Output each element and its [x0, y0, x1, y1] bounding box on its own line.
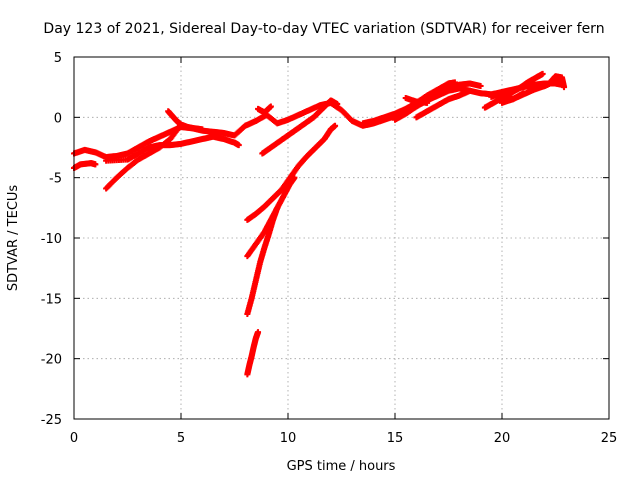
- data-series: [103, 121, 184, 192]
- y-tick-label: 5: [54, 51, 62, 66]
- data-point: [334, 101, 341, 108]
- data-point: [199, 126, 206, 133]
- data-series: [71, 160, 99, 172]
- y-tick-label: -20: [41, 353, 62, 368]
- data-series: [71, 80, 565, 161]
- data-point: [477, 82, 484, 89]
- data-point: [235, 142, 242, 149]
- data-series: [259, 97, 341, 157]
- data-point: [274, 204, 281, 211]
- data-series: [481, 70, 546, 111]
- x-axis-label: GPS time / hours: [287, 459, 396, 474]
- data-point: [561, 84, 568, 91]
- data-point: [466, 87, 473, 94]
- data-series: [244, 204, 281, 318]
- data-point: [332, 122, 339, 129]
- data-series: [359, 79, 458, 127]
- y-tick-label: 0: [54, 111, 62, 126]
- data-series: [244, 329, 262, 378]
- data-series: [165, 108, 206, 133]
- grid: [74, 57, 609, 419]
- data-point: [424, 99, 431, 106]
- data-points: [71, 70, 568, 378]
- y-tick-label: -15: [41, 292, 62, 307]
- x-tick-label: 5: [177, 431, 185, 446]
- y-axis-label: SDTVAR / TECUs: [6, 185, 21, 292]
- axis-ticks: 0 5 10 15 20 25 5 0 -5 -10 -15 -20 -25: [41, 51, 618, 446]
- x-tick-label: 0: [70, 431, 78, 446]
- data-point: [267, 103, 274, 110]
- data-series: [255, 103, 274, 116]
- chart-title: Day 123 of 2021, Sidereal Day-to-day VTE…: [43, 21, 604, 37]
- data-series: [413, 87, 473, 121]
- data-point: [255, 329, 262, 336]
- data-point: [92, 161, 99, 168]
- x-tick-label: 25: [601, 431, 618, 446]
- x-tick-label: 10: [280, 431, 297, 446]
- x-tick-label: 15: [387, 431, 404, 446]
- data-series: [244, 122, 339, 223]
- x-tick-label: 20: [494, 431, 511, 446]
- data-series: [537, 73, 568, 91]
- data-point: [291, 174, 298, 181]
- data-point: [539, 70, 546, 77]
- y-tick-label: -25: [41, 413, 62, 428]
- y-tick-label: -10: [41, 232, 62, 247]
- y-tick-label: -5: [49, 172, 62, 187]
- data-series: [402, 95, 431, 106]
